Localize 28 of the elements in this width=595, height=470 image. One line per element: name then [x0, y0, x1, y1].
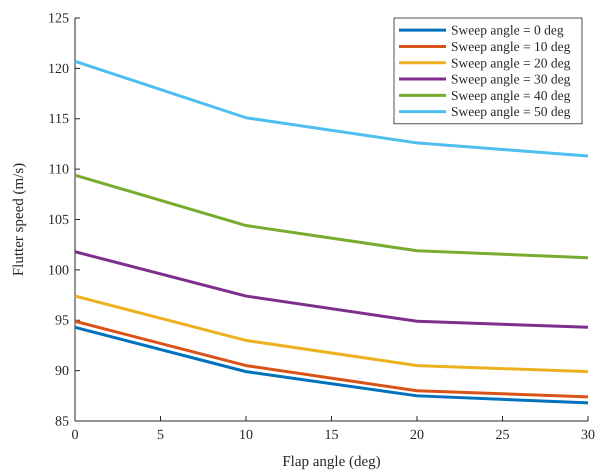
- x-tick-label: 20: [410, 428, 424, 443]
- line-series: [74, 250, 590, 329]
- y-tick-label: 100: [48, 263, 69, 278]
- y-tick-label: 90: [55, 364, 69, 380]
- y-axis-title: Flutter speed (m/s): [11, 162, 27, 276]
- y-tick-label: 120: [48, 62, 69, 77]
- x-tick-label: 15: [324, 428, 338, 443]
- y-tick-label: 110: [48, 162, 69, 178]
- x-tick-label: 5: [157, 428, 164, 443]
- line-series: [74, 294, 590, 374]
- x-tick-label: 10: [239, 428, 253, 443]
- legend-label: Sweep angle = 30 deg: [451, 72, 571, 87]
- y-tick-label: 105: [48, 212, 69, 228]
- legend-label: Sweep angle = 10 deg: [451, 38, 571, 54]
- y-tick-label: 125: [48, 11, 69, 26]
- line-series: [74, 60, 590, 158]
- line-series: [74, 174, 590, 260]
- x-tick-label: 25: [496, 428, 510, 443]
- y-tick-label: 85: [55, 414, 69, 430]
- legend-label: Sweep angle = 20 deg: [451, 55, 571, 70]
- y-tick-label: 115: [48, 112, 69, 128]
- legend-label: Sweep angle = 0 deg: [451, 22, 564, 38]
- x-tick-label: 0: [72, 428, 78, 443]
- x-axis-title: Flap angle (deg): [282, 454, 381, 470]
- x-tick-label: 30: [581, 428, 595, 443]
- y-tick-label: 95: [55, 314, 69, 329]
- legend-label: Sweep angle = 50 deg: [451, 104, 571, 120]
- legend-label: Sweep angle = 40 deg: [451, 88, 571, 103]
